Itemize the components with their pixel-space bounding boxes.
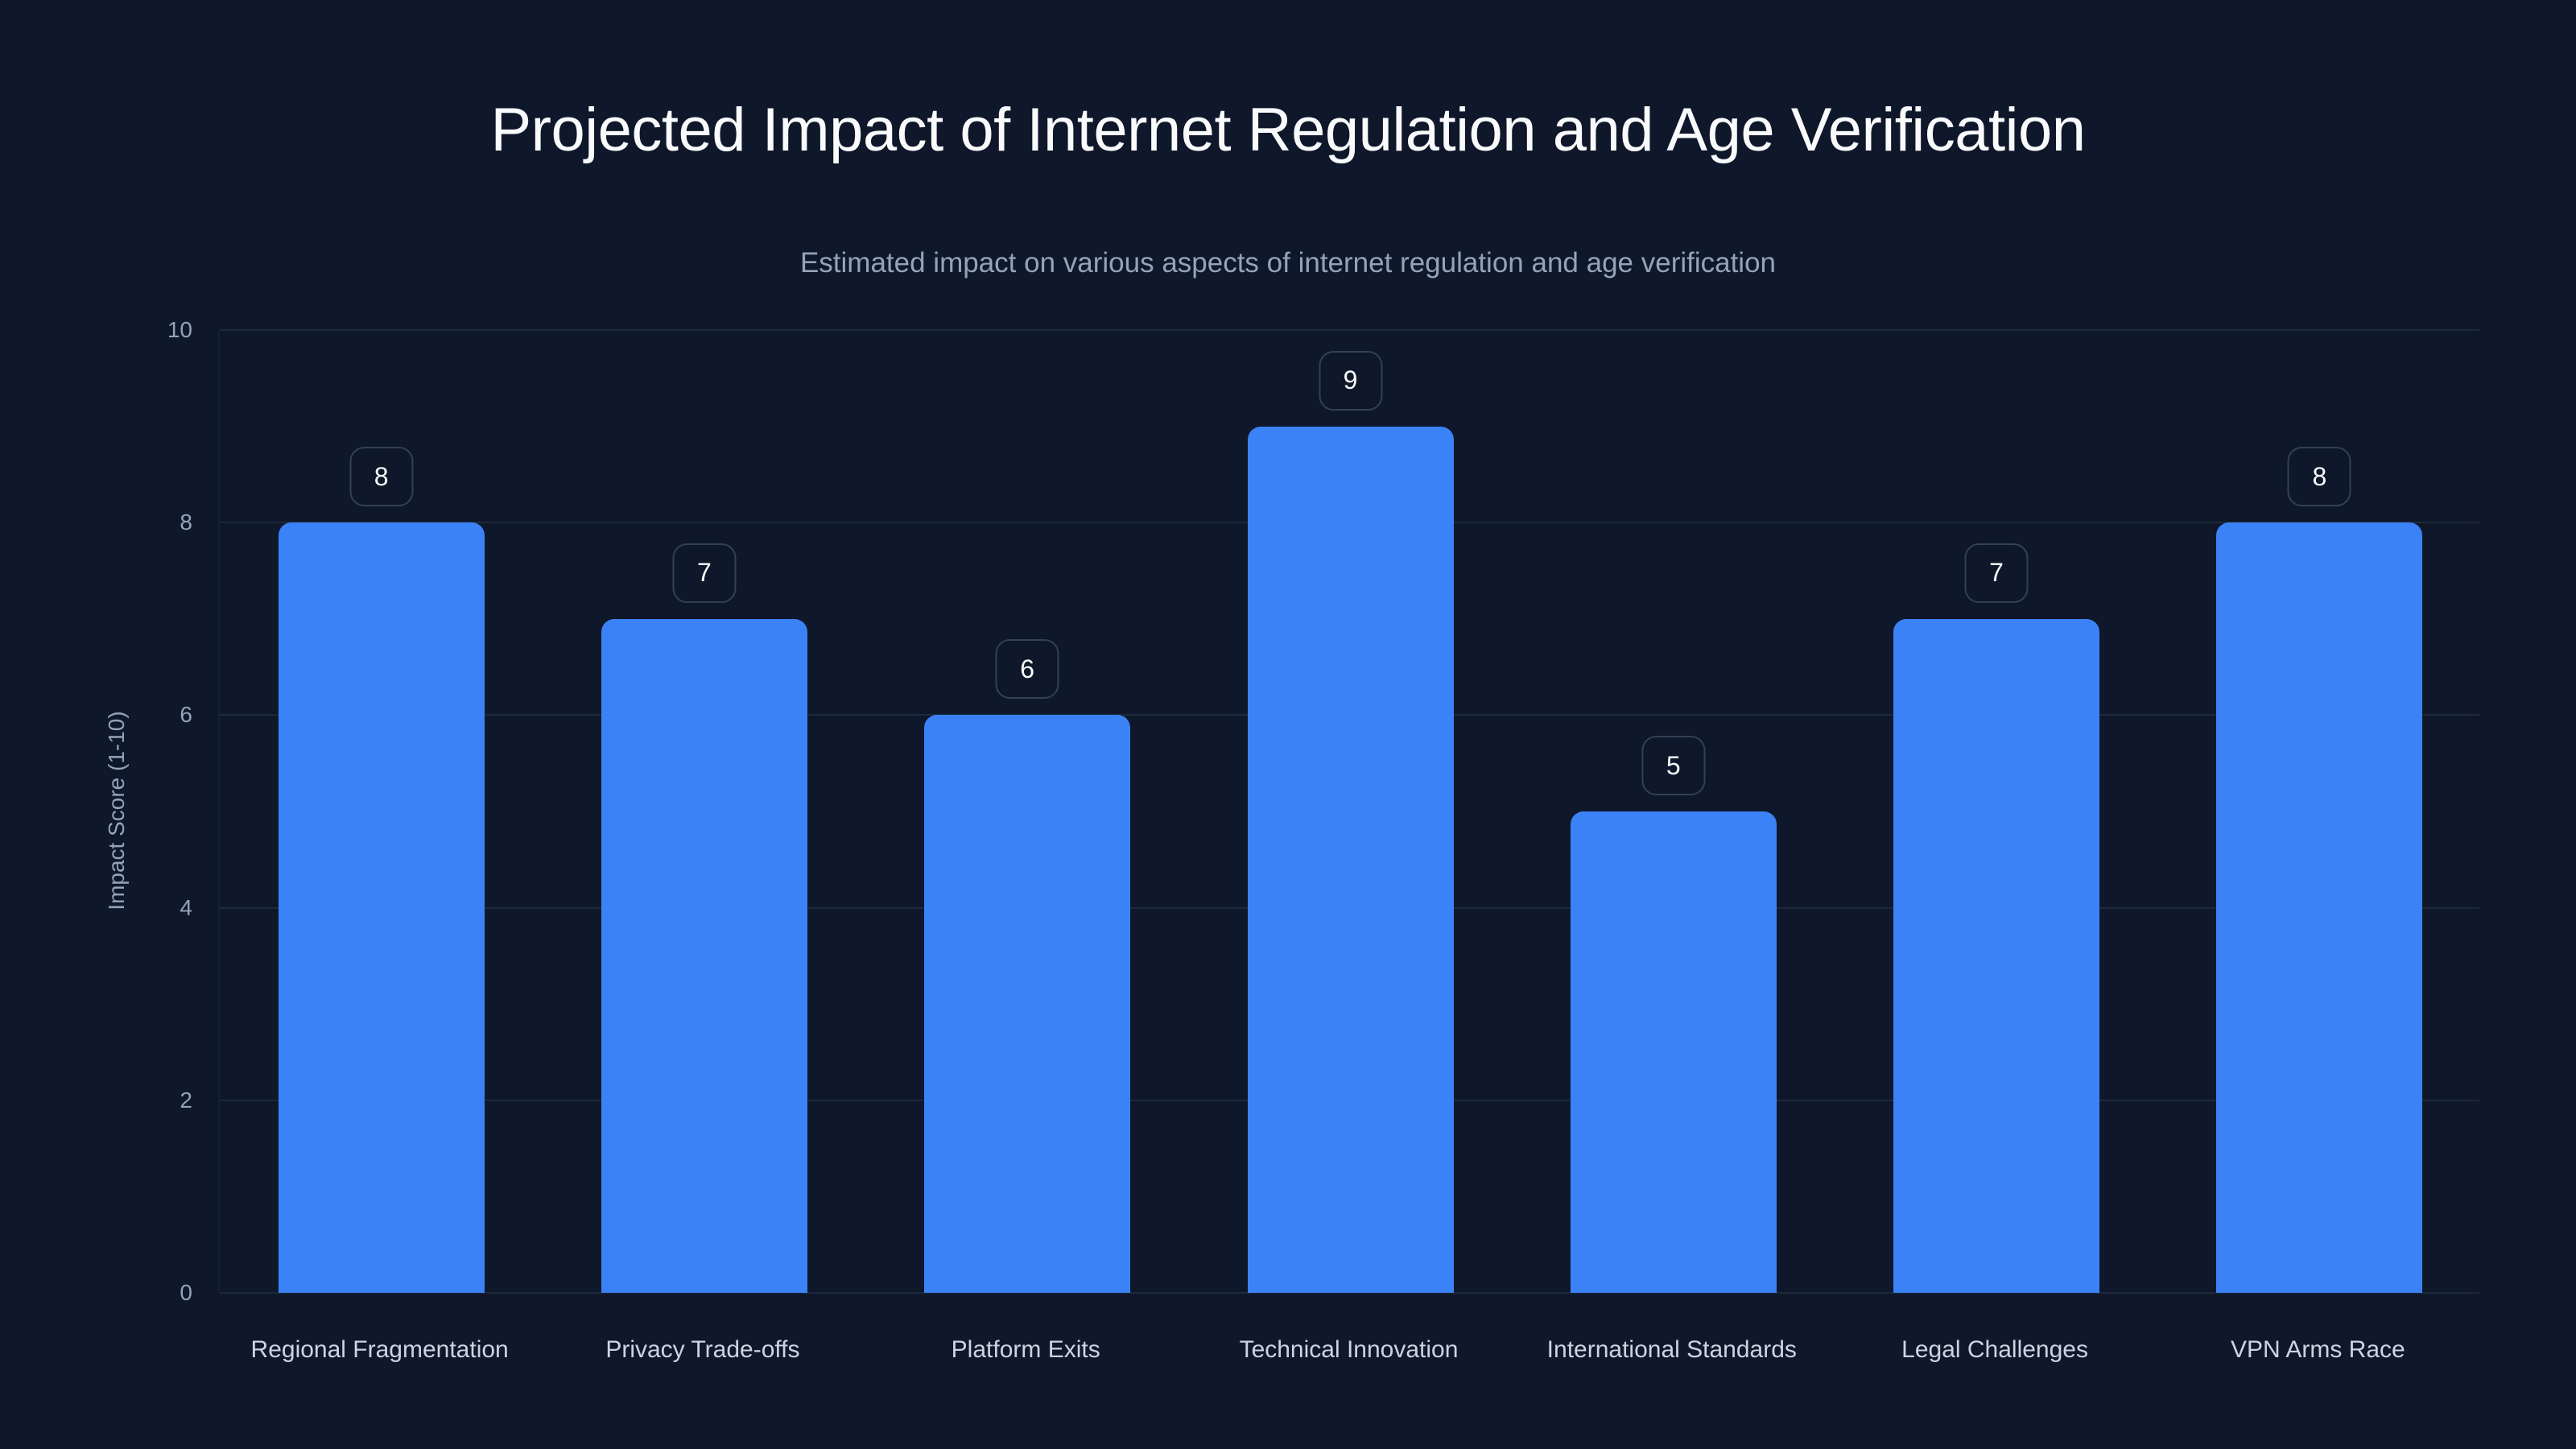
bar[interactable] xyxy=(278,522,485,1293)
y-tick-label: 10 xyxy=(167,317,192,342)
y-axis-label: Impact Score (1-10) xyxy=(104,711,129,910)
y-tick-label: 6 xyxy=(180,702,192,728)
chart-title: Projected Impact of Internet Regulation … xyxy=(490,96,2086,164)
x-tick-label: VPN Arms Race xyxy=(2230,1336,2405,1363)
y-tick-label: 0 xyxy=(180,1280,192,1305)
x-tick-label: Legal Challenges xyxy=(1901,1336,2088,1363)
bar[interactable] xyxy=(924,715,1131,1293)
chart-subtitle: Estimated impact on various aspects of i… xyxy=(799,247,1777,279)
bar[interactable] xyxy=(1247,426,1454,1293)
x-tick-label: Regional Fragmentation xyxy=(250,1336,509,1363)
x-tick-label: Privacy Trade-offs xyxy=(605,1336,800,1363)
bar[interactable] xyxy=(1893,618,2100,1293)
value-label: 7 xyxy=(672,543,737,603)
bar[interactable] xyxy=(1570,811,1777,1293)
value-label: 9 xyxy=(1319,350,1382,411)
x-tick-label: Platform Exits xyxy=(951,1336,1100,1363)
bar[interactable] xyxy=(2216,522,2423,1293)
gridline xyxy=(220,1292,2479,1294)
value-label: 8 xyxy=(2287,447,2351,507)
y-tick-label: 2 xyxy=(180,1087,192,1113)
value-label: 5 xyxy=(1641,736,1706,795)
value-label: 7 xyxy=(1964,543,2029,603)
bar[interactable] xyxy=(601,618,807,1293)
x-tick-label: International Standards xyxy=(1546,1336,1797,1363)
x-tick-label: Technical Innovation xyxy=(1239,1336,1459,1363)
y-tick-label: 4 xyxy=(180,894,192,920)
gridline xyxy=(220,329,2479,331)
value-label: 8 xyxy=(349,447,414,507)
value-label: 6 xyxy=(995,639,1059,700)
plot-area: 8 7 6 9 5 7 8 xyxy=(218,329,2479,1294)
y-tick-label: 8 xyxy=(180,510,192,535)
